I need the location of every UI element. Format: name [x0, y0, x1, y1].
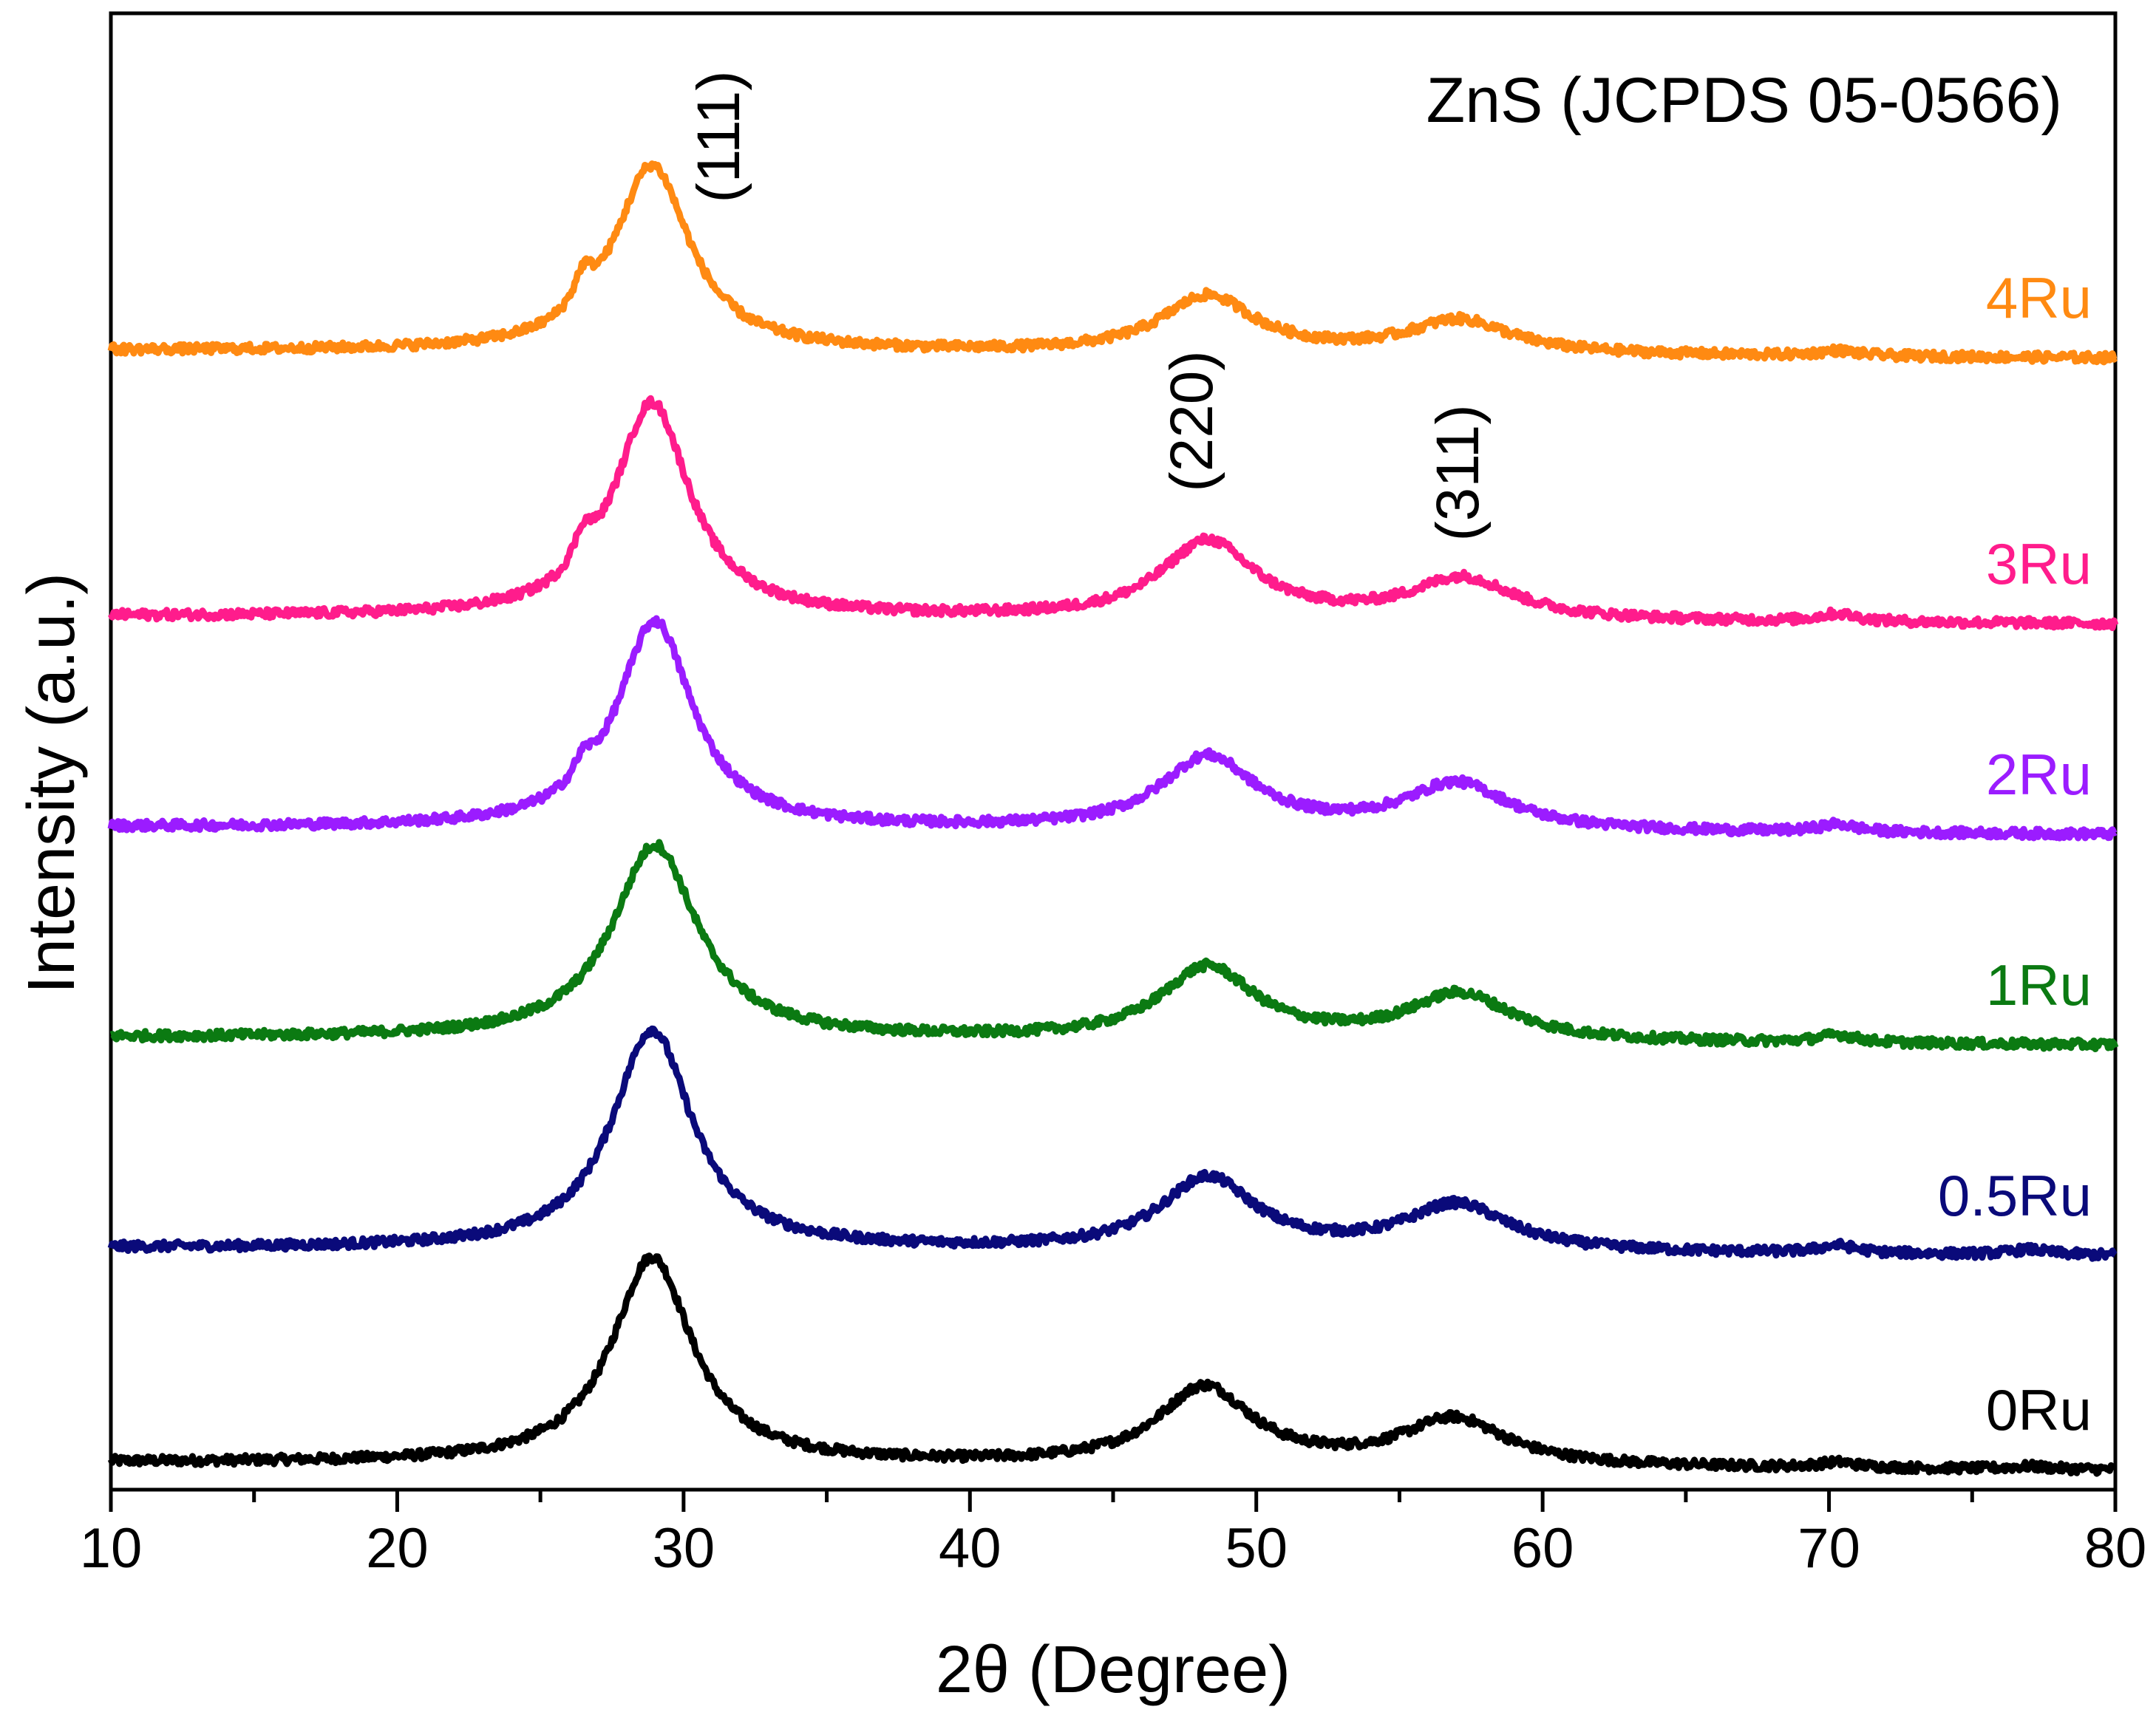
series-label-1Ru: 1Ru: [1986, 952, 2092, 1017]
series-line-4Ru: [107, 160, 2118, 366]
plot-frame: [109, 11, 2118, 1492]
x-axis-title: 2θ (Degree): [936, 1633, 1290, 1707]
x-ticks: 10 20 30 40 50 60 70 80: [80, 1490, 2147, 1580]
x-tick-label-60: 60: [1511, 1517, 1574, 1580]
series-label-4Ru: 4Ru: [1986, 265, 2092, 330]
chart-title: ZnS (JCPDS 05-0566): [1426, 65, 2062, 136]
series-label-0Ru: 0Ru: [1986, 1377, 2092, 1442]
traces: [107, 160, 2119, 1477]
x-tick-label-40: 40: [939, 1517, 1002, 1580]
x-tick-label-10: 10: [80, 1517, 143, 1580]
series-line-3Ru: [107, 395, 2119, 632]
series-line-0Ru: [107, 1252, 2118, 1477]
x-tick-label-20: 20: [366, 1517, 429, 1580]
y-axis-title: Intensity (a.u.): [15, 573, 89, 994]
series-line-1Ru: [109, 839, 2119, 1052]
peak-annotations: (111) (220) (311): [685, 70, 1492, 541]
peak-annotation-111: (111): [685, 70, 752, 202]
x-tick-label-80: 80: [2084, 1517, 2147, 1580]
series-labels: 0Ru 0.5Ru 1Ru 2Ru 3Ru 4Ru: [1938, 265, 2092, 1442]
series-line-0.5Ru: [107, 1025, 2118, 1262]
x-tick-label-30: 30: [653, 1517, 715, 1580]
peak-annotation-220: (220): [1158, 350, 1225, 491]
peak-annotation-311: (311): [1424, 404, 1492, 541]
series-label-3Ru: 3Ru: [1986, 531, 2092, 596]
series-label-0.5Ru: 0.5Ru: [1938, 1163, 2092, 1228]
series-line-2Ru: [107, 615, 2118, 842]
series-label-2Ru: 2Ru: [1986, 742, 2092, 807]
x-tick-label-50: 50: [1225, 1517, 1288, 1580]
x-tick-label-70: 70: [1798, 1517, 1860, 1580]
